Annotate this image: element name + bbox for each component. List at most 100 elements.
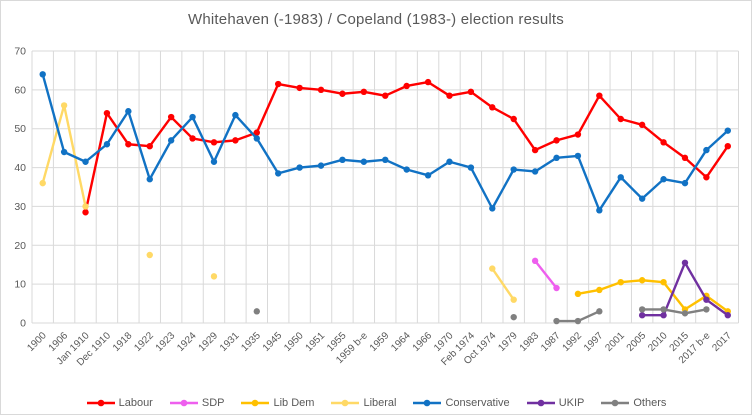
series-labour <box>82 78 731 216</box>
data-point-marker <box>296 84 303 92</box>
data-point-marker <box>210 139 218 146</box>
data-point-marker <box>617 115 624 123</box>
data-point-marker <box>60 102 68 109</box>
data-point-marker <box>531 168 539 175</box>
svg-text:1929: 1929 <box>197 330 221 354</box>
data-point-marker <box>60 148 68 156</box>
svg-text:1950: 1950 <box>282 330 306 354</box>
data-point-marker <box>82 203 89 210</box>
data-point-marker <box>574 131 582 138</box>
legend-label: UKIP <box>558 397 585 409</box>
svg-text:2010: 2010 <box>646 330 670 354</box>
x-gridlines <box>31 51 739 323</box>
data-point-marker <box>531 257 539 265</box>
data-point-marker <box>125 108 132 115</box>
data-point-marker <box>596 92 603 99</box>
data-point-marker <box>574 152 582 160</box>
data-point-marker <box>638 195 646 202</box>
data-point-marker <box>574 317 582 325</box>
data-point-marker <box>574 290 582 298</box>
data-point-marker <box>167 137 175 144</box>
data-point-marker <box>553 317 560 325</box>
svg-text:1959: 1959 <box>368 330 392 354</box>
data-point-marker <box>638 306 646 313</box>
chart-title: Whitehaven (-1983) / Copeland (1983-) el… <box>188 11 564 28</box>
svg-text:1918: 1918 <box>111 330 135 354</box>
data-point-marker <box>553 284 560 292</box>
data-point-marker <box>296 164 303 171</box>
legend-item-others: Others <box>600 397 666 409</box>
data-point-marker <box>596 207 603 214</box>
legend-label: Others <box>633 397 667 409</box>
legend-label: SDP <box>201 397 225 409</box>
svg-text:20: 20 <box>14 240 26 252</box>
data-point-marker <box>424 78 432 86</box>
data-point-marker <box>617 279 624 286</box>
data-point-marker <box>382 92 389 99</box>
data-point-marker <box>660 306 667 313</box>
svg-text:50: 50 <box>14 123 26 135</box>
data-point-marker <box>660 312 667 319</box>
chart-legend: Labour SDP Lib Dem Liberal Conservative UKIP O… <box>1 397 751 409</box>
legend-item-labour: Labour <box>86 397 153 409</box>
svg-text:1923: 1923 <box>154 330 178 354</box>
data-point-marker <box>103 109 111 117</box>
data-point-marker <box>275 170 282 177</box>
others-legend-marker-icon <box>601 399 630 407</box>
data-point-marker <box>403 166 410 173</box>
data-point-marker <box>489 265 496 272</box>
series-others <box>253 306 710 325</box>
svg-text:1924: 1924 <box>175 330 199 354</box>
data-point-marker <box>339 90 346 97</box>
data-point-marker <box>724 312 731 319</box>
data-point-marker <box>253 129 260 136</box>
data-point-marker <box>82 209 89 216</box>
data-point-marker <box>681 259 689 266</box>
data-point-marker <box>660 176 667 183</box>
svg-text:1931: 1931 <box>218 330 242 354</box>
data-point-marker <box>232 111 239 119</box>
data-point-marker <box>510 166 517 173</box>
svg-text:40: 40 <box>14 162 26 174</box>
data-point-marker <box>703 146 710 154</box>
svg-text:1987: 1987 <box>539 330 563 354</box>
data-point-marker <box>660 139 667 146</box>
data-point-marker <box>596 308 603 315</box>
data-point-marker <box>553 154 560 162</box>
data-point-marker <box>317 86 325 94</box>
data-point-marker <box>724 143 731 150</box>
data-point-marker <box>489 205 496 212</box>
legend-label: Conservative <box>445 397 510 409</box>
legend-item-ukip: UKIP <box>526 397 585 409</box>
legend-item-lib-dem: Lib Dem <box>240 397 314 409</box>
data-point-marker <box>660 279 667 286</box>
data-point-marker <box>681 179 689 187</box>
svg-text:10: 10 <box>14 279 26 291</box>
lib-dem-legend-marker-icon <box>241 399 270 407</box>
svg-text:30: 30 <box>14 201 26 213</box>
data-point-marker <box>253 135 260 142</box>
series-sdp <box>531 257 560 292</box>
data-point-marker <box>467 164 475 171</box>
liberal-legend-marker-icon <box>331 399 360 407</box>
legend-label: Liberal <box>363 397 397 409</box>
data-point-marker <box>360 88 368 96</box>
labour-legend-marker-icon <box>86 399 115 407</box>
data-point-marker <box>39 179 46 187</box>
svg-text:2005: 2005 <box>625 330 649 354</box>
data-point-marker <box>103 141 111 148</box>
data-point-marker <box>275 80 282 88</box>
series-ukip <box>638 259 731 319</box>
data-point-marker <box>232 137 239 144</box>
ukip-legend-marker-icon <box>526 399 555 407</box>
data-point-marker <box>360 158 368 165</box>
data-point-marker <box>424 172 432 179</box>
svg-text:1979: 1979 <box>496 330 520 354</box>
svg-text:1992: 1992 <box>561 330 585 354</box>
data-point-marker <box>489 104 496 111</box>
svg-text:1951: 1951 <box>304 330 328 354</box>
data-point-marker <box>467 88 475 96</box>
data-point-marker <box>681 310 689 317</box>
